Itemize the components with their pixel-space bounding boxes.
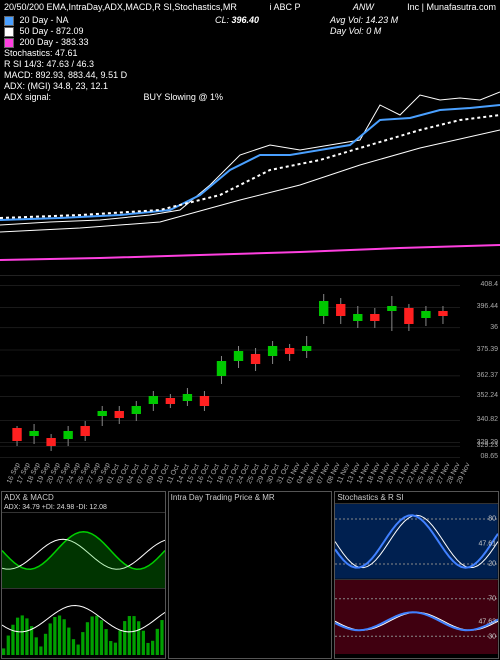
ticker: ANW <box>353 2 374 12</box>
ema20-label: 20 Day - NA <box>20 15 69 25</box>
panel1-subtitle: ADX: 34.79 +DI: 24.98 -DI: 12.08 <box>2 503 165 512</box>
svg-text:20: 20 <box>489 561 497 568</box>
avg-value: 14.23 M <box>366 15 399 25</box>
cl-value: 396.40 <box>232 15 260 25</box>
stoch-rsi-panel[interactable]: Stochastics & R SI 80 47.61 20 70 47.63 30 <box>334 491 499 659</box>
dayvol-label: Day Vol: <box>330 26 364 36</box>
ema20-swatch <box>4 16 14 26</box>
candle-chart[interactable]: 408.4396.4436375.39362.37352.24340.82329… <box>0 275 500 461</box>
avg-label: Avg Vol: <box>330 15 363 25</box>
svg-text:47.61: 47.61 <box>479 540 497 547</box>
panel3-title: Stochastics & R SI <box>335 492 498 503</box>
macd-label: MACD: 892.93, 883.44, 9.51 D <box>4 70 496 81</box>
panel1-title: ADX & MACD <box>2 492 165 503</box>
adx-macd-panel[interactable]: ADX & MACD ADX: 34.79 +DI: 24.98 -DI: 12… <box>1 491 166 659</box>
adx-signal2: BUY Slowing @ 1% <box>144 92 224 102</box>
cl-label: CL: <box>215 15 229 25</box>
svg-text:47.63: 47.63 <box>479 618 497 625</box>
rsi-label: R SI 14/3: 47.63 / 46.3 <box>4 59 496 70</box>
ema50-label: 50 Day - 872.09 <box>20 26 84 36</box>
header-mid: i ABC P <box>269 2 300 12</box>
info-overlay: 20/50/200 EMA,IntraDay,ADX,MACD,R SI,Sto… <box>0 0 500 105</box>
ema200-swatch <box>4 38 14 48</box>
ema50-swatch <box>4 27 14 37</box>
intraday-panel[interactable]: Intra Day Trading Price & MR <box>168 491 333 659</box>
candle-y-axis: 408.4396.4436375.39362.37352.24340.82329… <box>460 276 500 461</box>
bottom-panels: ADX & MACD ADX: 34.79 +DI: 24.98 -DI: 12… <box>0 490 500 660</box>
date-axis: 16 Sep17 Sep18 Sep19 Sep20 Sep23 Sep24 S… <box>0 460 500 490</box>
dayvol-value: 0 M <box>366 26 381 36</box>
header-line1: 20/50/200 EMA,IntraDay,ADX,MACD,R SI,Sto… <box>4 2 237 12</box>
adx-label: ADX: (MGI) 34.8, 23, 12.1 <box>4 81 496 92</box>
svg-text:80: 80 <box>489 516 497 523</box>
source: Inc | Munafasutra.com <box>407 2 496 13</box>
adx-signal1: ADX signal: <box>4 92 51 102</box>
panel2-title: Intra Day Trading Price & MR <box>169 492 332 503</box>
ema200-label: 200 Day - 383.33 <box>20 37 89 47</box>
svg-text:30: 30 <box>489 633 497 640</box>
stoch-label: Stochastics: 47.61 <box>4 48 496 59</box>
svg-text:70: 70 <box>489 595 497 602</box>
